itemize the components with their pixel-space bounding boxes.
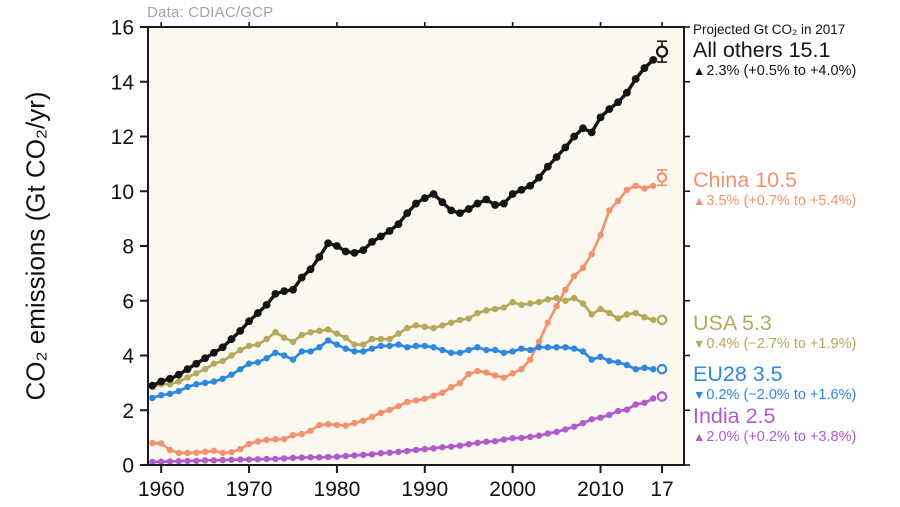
legend-label-india: India 2.5 [693, 404, 776, 428]
legend-entry-all-others: All others 15.1 ▲2.3% (+0.5% to +4.0%) [693, 38, 856, 80]
legend-change-text: 0.2% (−2.0% to +1.6%) [706, 387, 857, 403]
legend-entry-usa: USA 5.3 ▼0.4% (−2.7% to +1.9%) [693, 311, 856, 353]
legend-entry-india: India 2.5 ▲2.0% (+0.2% to +3.8%) [693, 404, 856, 446]
series-eu28 [149, 337, 668, 402]
trend-up-icon: ▲ [693, 430, 706, 444]
legend-change-text: 0.4% (−2.7% to +1.9%) [706, 336, 857, 352]
series-all-others [148, 40, 669, 390]
x-tick-label: 1980 [314, 478, 361, 501]
x-tick-label: 17 [650, 478, 673, 501]
y-tick-label: 8 [122, 236, 134, 259]
legend-change-text: 2.3% (+0.5% to +4.0%) [706, 63, 857, 79]
y-tick-label: 14 [111, 71, 135, 94]
legend-label-all-others: All others 15.1 [693, 38, 831, 62]
x-tick-label: 1960 [138, 478, 185, 501]
projection-marker [655, 45, 669, 58]
series-usa [149, 294, 668, 391]
plot-frame [147, 26, 685, 466]
legend-label-china: China 10.5 [693, 168, 797, 192]
series-china [149, 169, 668, 457]
x-tick-label: 2010 [577, 478, 624, 501]
y-tick-label: 16 [111, 17, 134, 40]
y-tick-label: 2 [122, 400, 134, 423]
projection-marker [656, 363, 668, 375]
y-tick-label: 6 [122, 290, 134, 313]
legend-change-usa: ▼0.4% (−2.7% to +1.9%) [693, 336, 856, 353]
projection-marker [656, 172, 668, 183]
legend-entry-eu28: EU28 3.5 ▼0.2% (−2.0% to +1.6%) [693, 362, 856, 404]
legend-change-all-others: ▲2.3% (+0.5% to +4.0%) [693, 63, 856, 80]
legend-label-eu28: EU28 3.5 [693, 362, 783, 386]
series-india [149, 391, 668, 466]
y-tick-label: 4 [122, 345, 134, 368]
y-tick-label: 12 [111, 126, 134, 149]
legend-change-text: 2.0% (+0.2% to +3.8%) [706, 429, 857, 445]
legend-change-india: ▲2.0% (+0.2% to +3.8%) [693, 429, 856, 446]
legend: Projected Gt CO₂ in 2017 All others 15.1… [693, 0, 900, 507]
axes: 0 2 4 6 8 10 12 14 16 1960 1970 1980 1990 2000 2010 17 [111, 17, 690, 501]
legend-change-text: 3.5% (+0.7% to +5.4%) [706, 193, 857, 209]
legend-change-eu28: ▼0.2% (−2.0% to +1.6%) [693, 387, 856, 404]
legend-label-usa: USA 5.3 [693, 311, 772, 335]
data-source-label: Data: CDIAC/GCP [147, 4, 274, 21]
x-tick-label: 1970 [226, 478, 273, 501]
x-tick-label: 1990 [401, 478, 448, 501]
projection-marker [656, 314, 668, 326]
x-tick-label: 2000 [489, 478, 536, 501]
trend-down-icon: ▼ [693, 388, 706, 402]
trend-up-icon: ▲ [693, 64, 706, 78]
legend-entry-china: China 10.5 ▲3.5% (+0.7% to +5.4%) [693, 168, 856, 210]
projection-marker [656, 391, 668, 402]
y-tick-label: 10 [111, 181, 134, 204]
trend-down-icon: ▼ [693, 337, 706, 351]
legend-header: Projected Gt CO₂ in 2017 [693, 22, 846, 37]
y-axis-title: CO₂ emissions (Gt CO₂/yr) [20, 91, 51, 401]
trend-up-icon: ▲ [693, 194, 706, 208]
y-tick-label: 0 [122, 455, 134, 478]
legend-change-china: ▲3.5% (+0.7% to +5.4%) [693, 193, 856, 210]
